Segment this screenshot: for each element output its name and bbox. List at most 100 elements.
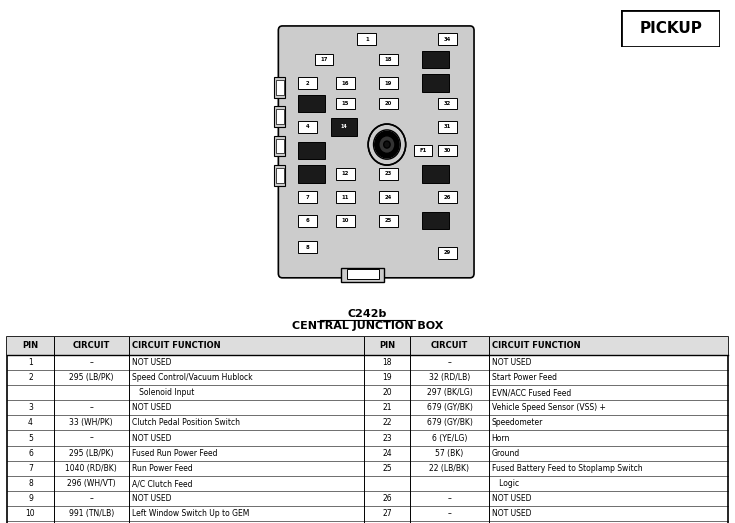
Text: CIRCUIT: CIRCUIT [73, 342, 110, 350]
Text: 14: 14 [340, 124, 348, 130]
Text: 32 (RD/LB): 32 (RD/LB) [429, 373, 470, 382]
Text: 295 (LB/PK): 295 (LB/PK) [69, 449, 113, 458]
Bar [422, 212, 448, 230]
Text: 24: 24 [384, 195, 392, 200]
Text: NOT USED: NOT USED [132, 403, 171, 412]
Text: –: – [89, 403, 93, 412]
Bar [438, 121, 456, 133]
Text: –: – [89, 434, 93, 442]
Circle shape [379, 136, 395, 153]
Bar [336, 191, 355, 203]
Text: 1040 (RD/BK): 1040 (RD/BK) [65, 464, 117, 473]
Bar [414, 144, 432, 156]
Bar [274, 165, 285, 186]
Bar [331, 118, 357, 136]
Bar [379, 54, 398, 65]
Text: 679 (GY/BK): 679 (GY/BK) [426, 403, 473, 412]
Bar [341, 268, 384, 282]
Text: 17: 17 [320, 57, 328, 62]
Text: Clutch Pedal Position Switch: Clutch Pedal Position Switch [132, 418, 240, 427]
Text: 18: 18 [382, 358, 392, 367]
Text: Start Power Feed: Start Power Feed [492, 373, 556, 382]
Text: Run Power Feed: Run Power Feed [132, 464, 193, 473]
Text: 8: 8 [28, 479, 33, 488]
Text: 9: 9 [28, 494, 33, 503]
Text: 24: 24 [382, 449, 392, 458]
Text: F1: F1 [420, 148, 427, 153]
Bar [357, 33, 376, 45]
Text: Fused Run Power Feed: Fused Run Power Feed [132, 449, 217, 458]
Bar [298, 241, 318, 253]
Text: CIRCUIT FUNCTION: CIRCUIT FUNCTION [132, 342, 220, 350]
Text: 23: 23 [382, 434, 392, 442]
Bar [438, 191, 456, 203]
Text: 25: 25 [382, 464, 392, 473]
Text: 296 (WH/VT): 296 (WH/VT) [67, 479, 115, 488]
Text: 295 (LB/PK): 295 (LB/PK) [69, 373, 113, 382]
Bar [315, 54, 333, 65]
Text: –: – [89, 494, 93, 503]
Text: 18: 18 [384, 57, 392, 62]
Text: 1: 1 [365, 37, 369, 42]
Bar [336, 98, 355, 109]
Text: Speed Control/Vacuum Hublock: Speed Control/Vacuum Hublock [132, 373, 252, 382]
Bar [422, 51, 448, 69]
Text: Left Window Switch Up to GEM: Left Window Switch Up to GEM [132, 509, 249, 518]
Text: 19: 19 [384, 81, 392, 86]
Bar [276, 139, 284, 153]
Bar [298, 77, 318, 89]
Text: 20: 20 [382, 388, 392, 397]
Text: 29: 29 [444, 251, 451, 255]
Text: 6: 6 [306, 218, 309, 223]
Bar [274, 136, 285, 156]
Bar [7, 337, 728, 523]
Text: 3: 3 [28, 403, 33, 412]
Bar [422, 165, 448, 183]
Text: NOT USED: NOT USED [132, 494, 171, 503]
Text: 7: 7 [28, 464, 33, 473]
Text: 4: 4 [306, 124, 309, 130]
Circle shape [384, 141, 390, 148]
Bar [379, 191, 398, 203]
Text: 12: 12 [342, 172, 349, 176]
Text: 679 (GY/BK): 679 (GY/BK) [426, 418, 473, 427]
Text: –: – [448, 358, 451, 367]
Bar [438, 33, 456, 45]
Bar [298, 215, 318, 226]
Bar [336, 215, 355, 226]
Text: 25: 25 [384, 218, 392, 223]
Bar [274, 77, 285, 98]
Text: Ground: Ground [492, 449, 520, 458]
Text: 22 (LB/BK): 22 (LB/BK) [429, 464, 470, 473]
Text: Solenoid Input: Solenoid Input [132, 388, 194, 397]
Point [484, 334, 493, 340]
Circle shape [384, 142, 390, 147]
Text: 26: 26 [443, 195, 451, 200]
Circle shape [375, 131, 399, 158]
Text: –: – [448, 509, 451, 518]
Text: 21: 21 [382, 403, 392, 412]
Bar [379, 215, 398, 226]
Text: NOT USED: NOT USED [492, 494, 531, 503]
Text: Logic: Logic [492, 479, 519, 488]
Text: NOT USED: NOT USED [132, 434, 171, 442]
Bar [7, 337, 728, 355]
Bar [336, 77, 355, 89]
Bar [438, 144, 456, 156]
Text: NOT USED: NOT USED [492, 509, 531, 518]
Text: 2: 2 [306, 81, 309, 86]
Bar [276, 168, 284, 183]
Text: 991 (TN/LB): 991 (TN/LB) [68, 509, 114, 518]
Text: 19: 19 [382, 373, 392, 382]
Bar [438, 247, 456, 259]
Text: 23: 23 [384, 172, 392, 176]
Bar [438, 98, 456, 109]
Point [49, 334, 58, 340]
Text: 57 (BK): 57 (BK) [435, 449, 464, 458]
Point [406, 334, 415, 340]
Text: A/C Clutch Feed: A/C Clutch Feed [132, 479, 192, 488]
Text: 10: 10 [342, 218, 349, 223]
Text: 31: 31 [443, 124, 451, 130]
Text: 7: 7 [306, 195, 309, 200]
Bar [274, 107, 285, 127]
